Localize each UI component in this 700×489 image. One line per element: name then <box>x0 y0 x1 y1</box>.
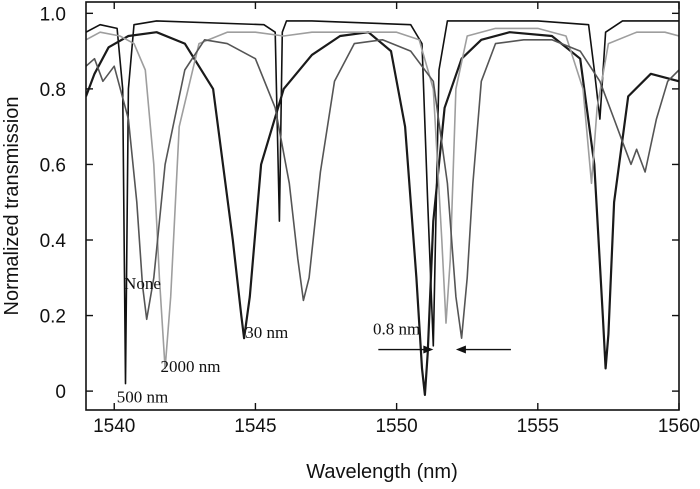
x-tick-label: 1550 <box>375 416 417 437</box>
series-line-4 <box>86 39 679 339</box>
annotation-label: 2000 nm <box>160 357 220 376</box>
x-tick-label: 1555 <box>517 416 559 437</box>
annotation-layer: 500 nm None 2000 nm 30 nm 0.8 nm <box>117 274 511 406</box>
y-tick-label: 0.8 <box>40 80 66 101</box>
x-tick-label: 1540 <box>93 416 135 437</box>
x-tick-label: 1545 <box>234 416 276 437</box>
gap-arrowhead-left <box>423 345 434 354</box>
gap-arrowhead-right <box>455 345 466 354</box>
y-tick-label: 0 <box>55 382 66 403</box>
annotation-label: None <box>124 274 161 293</box>
series-layer <box>86 20 679 396</box>
plot-frame <box>85 1 680 411</box>
annotation-label: 500 nm <box>117 387 168 406</box>
annotation-label: 30 nm <box>245 323 288 342</box>
y-tick-label: 0.6 <box>40 155 66 176</box>
y-tick-label: 1.0 <box>40 4 66 25</box>
x-tick-label: 1560 <box>658 416 700 437</box>
axis-layer: 1540 1545 1550 1555 1560 0 0.2 0.4 0.6 0.8 1.0 <box>40 2 700 437</box>
y-tick-label: 0.2 <box>40 307 66 328</box>
series-line-2 <box>86 31 679 396</box>
series-line-3 <box>86 27 679 370</box>
y-tick-label: 0.4 <box>40 231 67 252</box>
y-axis-label: Normalized transmission <box>1 97 23 316</box>
series-line-1 <box>86 20 679 385</box>
annotation-label: 0.8 nm <box>373 319 420 338</box>
x-axis-label: Wavelength (nm) <box>306 461 458 483</box>
